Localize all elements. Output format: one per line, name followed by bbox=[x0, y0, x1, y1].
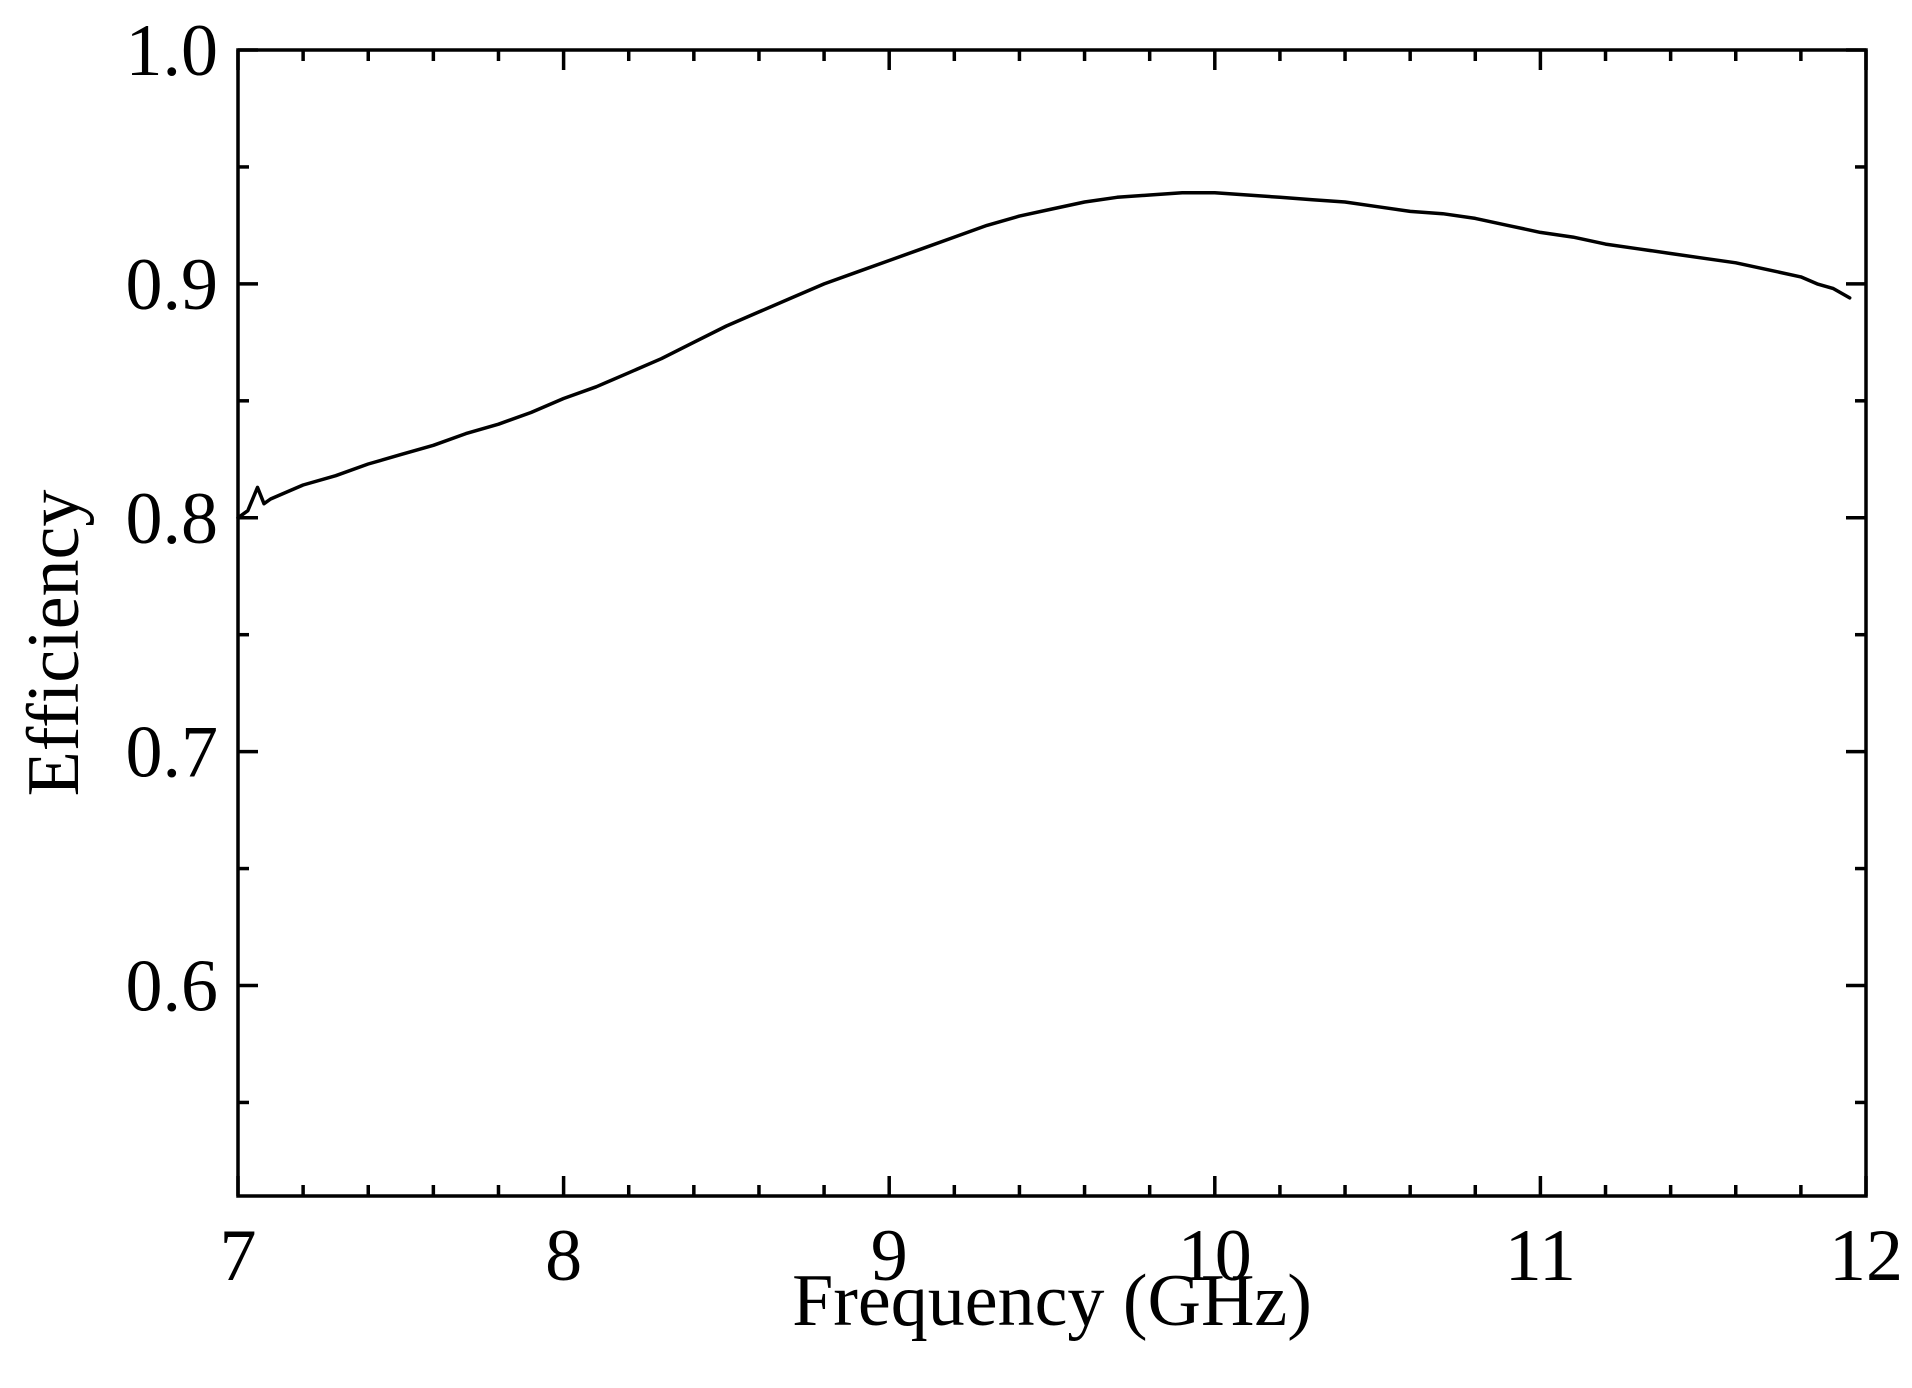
plot-frame bbox=[236, 48, 1868, 1198]
tick-labels: 7 8 9 10 11 12 0.6 0.7 0.8 0.9 1.0 bbox=[126, 10, 1904, 1297]
y-tick-label: 0.8 bbox=[126, 478, 219, 560]
x-axis-label: Frequency (GHz) bbox=[792, 1260, 1312, 1342]
x-tick-label: 9 bbox=[871, 1215, 908, 1297]
ticks bbox=[236, 48, 1868, 1196]
efficiency-line bbox=[236, 190, 1852, 520]
x-tick-label: 8 bbox=[545, 1215, 582, 1297]
y-tick-label: 0.9 bbox=[126, 244, 219, 326]
y-tick-label: 1.0 bbox=[126, 10, 219, 92]
x-tick-label: 12 bbox=[1829, 1215, 1903, 1297]
x-tick-label: 11 bbox=[1505, 1215, 1576, 1297]
x-tick-label: 7 bbox=[220, 1215, 257, 1297]
x-tick-label: 10 bbox=[1178, 1215, 1252, 1297]
series bbox=[236, 190, 1852, 520]
y-tick-label: 0.7 bbox=[126, 712, 219, 794]
y-axis-label: Efficiency bbox=[13, 490, 95, 797]
y-tick-label: 0.6 bbox=[126, 946, 219, 1028]
